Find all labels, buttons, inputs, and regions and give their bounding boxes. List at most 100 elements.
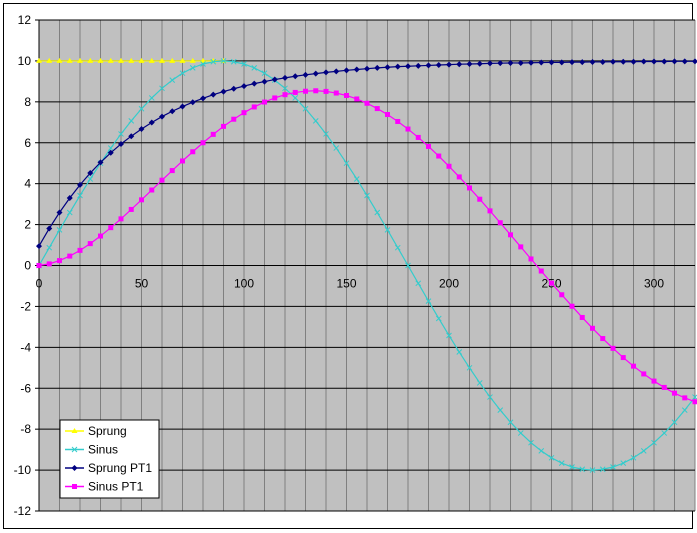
data-point xyxy=(138,126,145,133)
data-point xyxy=(312,70,319,77)
data-point xyxy=(517,430,524,436)
data-point xyxy=(210,131,216,137)
x-tick-label: 150 xyxy=(336,277,356,291)
data-point xyxy=(71,465,78,471)
data-point xyxy=(538,268,544,274)
data-point xyxy=(71,428,78,433)
data-point xyxy=(36,243,42,250)
y-tick-label: 8 xyxy=(24,95,31,109)
data-point xyxy=(179,70,186,77)
data-point xyxy=(353,66,360,73)
legend-label: Sinus xyxy=(88,443,118,457)
data-point xyxy=(271,76,278,83)
data-point xyxy=(672,390,677,396)
data-point xyxy=(302,71,309,78)
data-point xyxy=(148,119,155,126)
data-point xyxy=(425,62,432,69)
data-point xyxy=(46,261,52,267)
y-tick-label: 12 xyxy=(18,13,32,27)
data-point xyxy=(77,192,83,199)
data-point xyxy=(558,59,565,66)
data-point xyxy=(681,58,688,65)
data-point xyxy=(323,69,329,76)
legend-item: Sprung xyxy=(65,424,127,438)
data-point xyxy=(354,96,360,102)
data-point xyxy=(661,384,667,390)
data-point xyxy=(681,407,688,413)
data-point xyxy=(548,59,555,66)
data-point xyxy=(508,232,513,238)
data-point xyxy=(159,85,165,92)
data-point xyxy=(56,209,63,216)
data-point xyxy=(200,61,206,67)
data-point xyxy=(549,280,554,286)
series-sinus-pt1 xyxy=(36,88,697,405)
data-point xyxy=(374,106,380,112)
x-tick-label: 0 xyxy=(36,277,43,291)
data-point xyxy=(210,91,217,98)
data-point xyxy=(343,160,350,167)
data-point xyxy=(538,447,545,454)
data-point xyxy=(292,73,299,80)
data-point xyxy=(107,149,114,156)
data-point xyxy=(435,62,442,69)
data-point xyxy=(446,61,452,68)
data-point xyxy=(261,70,268,77)
data-point xyxy=(57,258,62,264)
data-point xyxy=(671,419,678,426)
data-point xyxy=(128,118,135,124)
data-point xyxy=(630,454,637,461)
legend: Sprung Sinus Sprung PT1 Sinus PT1 xyxy=(59,419,160,499)
data-point xyxy=(528,59,534,66)
data-point xyxy=(456,349,463,355)
data-point xyxy=(692,399,697,405)
y-tick-label: 2 xyxy=(24,218,31,232)
data-point xyxy=(579,59,586,66)
legend-item: Sprung PT1 xyxy=(65,461,152,475)
data-point xyxy=(599,58,606,65)
data-point xyxy=(67,253,73,259)
data-point xyxy=(118,140,124,147)
series-sprung-pt1 xyxy=(36,58,697,250)
data-point xyxy=(476,60,483,67)
data-point xyxy=(282,92,288,98)
data-point xyxy=(230,85,237,92)
data-point xyxy=(426,143,431,149)
data-point xyxy=(333,68,340,75)
data-point xyxy=(610,345,616,351)
data-point xyxy=(630,58,637,65)
data-point xyxy=(128,57,135,63)
data-point xyxy=(446,163,452,169)
legend-item: Sinus PT1 xyxy=(65,480,144,494)
legend-label: Sprung PT1 xyxy=(88,461,152,475)
legend-item: Sinus xyxy=(65,443,118,457)
legend-label: Sinus PT1 xyxy=(88,480,144,494)
data-point xyxy=(405,126,411,132)
y-tick-label: -8 xyxy=(20,422,31,436)
data-point xyxy=(241,61,247,67)
data-point xyxy=(517,59,524,66)
data-point xyxy=(682,395,688,401)
data-point xyxy=(415,134,421,140)
data-point xyxy=(189,99,196,106)
data-point xyxy=(128,133,135,140)
data-point xyxy=(569,303,575,309)
data-point xyxy=(456,174,462,180)
data-point xyxy=(344,92,349,98)
data-point xyxy=(548,454,555,461)
data-point xyxy=(415,280,422,287)
data-point xyxy=(436,153,442,159)
y-tick-label: -12 xyxy=(14,504,32,518)
data-point xyxy=(251,104,257,110)
data-point xyxy=(487,208,493,214)
data-point xyxy=(159,177,165,183)
data-point xyxy=(189,57,196,63)
data-point xyxy=(651,439,657,446)
data-point xyxy=(364,65,370,72)
data-point xyxy=(46,57,53,63)
data-point xyxy=(138,105,145,112)
legend-label: Sprung xyxy=(88,424,127,438)
data-point xyxy=(466,364,473,371)
data-point xyxy=(405,262,411,269)
